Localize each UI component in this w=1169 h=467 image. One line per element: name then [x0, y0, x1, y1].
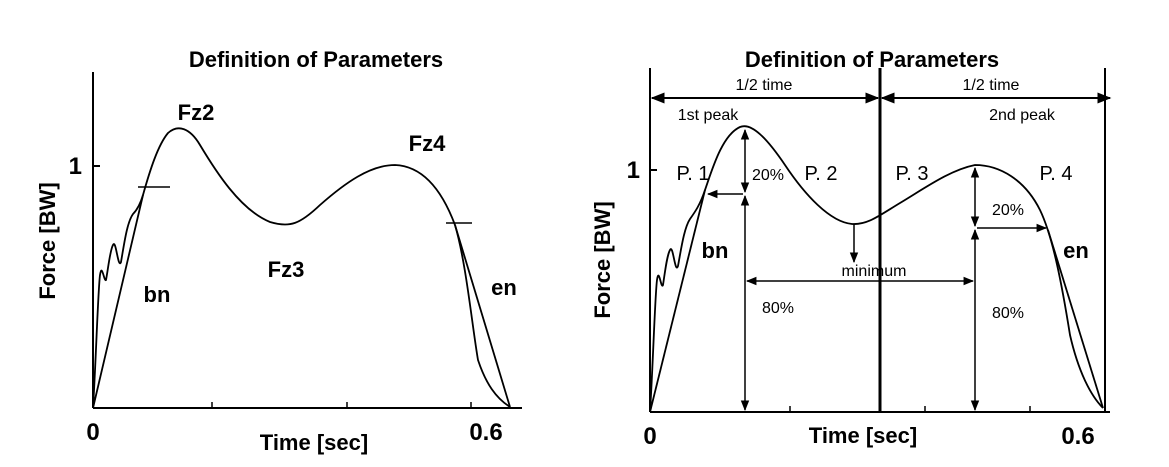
- left-title: Definition of Parameters: [189, 47, 443, 72]
- right-phase-label-3: P. 3: [896, 163, 929, 185]
- right-x-tick-label-06: 0.6: [1061, 423, 1094, 450]
- right-half-time-label-left: 1/2 time: [736, 77, 793, 94]
- left-ramp-line: [92, 194, 144, 409]
- right-label-bn: bn: [702, 238, 729, 263]
- left-x-tick-label-0: 0: [86, 419, 99, 446]
- right-80pct-label-right: 80%: [992, 305, 1024, 322]
- left-label-en: en: [491, 275, 517, 300]
- left-label-fz3: Fz3: [268, 257, 305, 282]
- right-80pct-label-left: 80%: [762, 300, 794, 317]
- right-y-tick-label-1: 1: [627, 157, 640, 184]
- left-label-fz2: Fz2: [178, 100, 215, 125]
- left-x-tick-label-06: 0.6: [469, 419, 502, 446]
- right-phase-label-4: P. 4: [1040, 163, 1073, 185]
- right-ramp-line: [649, 189, 706, 413]
- left-force-curve: [92, 127, 511, 409]
- left-label-fz4: Fz4: [409, 131, 446, 156]
- right-x-axis-label: Time [sec]: [809, 423, 917, 448]
- right-20pct-label-left: 20%: [752, 167, 784, 184]
- left-panel: Definition of Parameters 1 0 0.6 Time [s…: [35, 47, 522, 455]
- left-ramp-line-end: [454, 224, 511, 408]
- right-panel: Definition of Parameters 1 0 0.6 Time [s…: [590, 47, 1112, 450]
- left-x-axis-label: Time [sec]: [260, 430, 368, 455]
- right-force-curve: [649, 125, 1104, 413]
- left-y-tick-label-1: 1: [69, 153, 82, 180]
- right-20pct-label-right: 20%: [992, 202, 1024, 219]
- right-half-time-label-right: 1/2 time: [963, 77, 1020, 94]
- left-y-axis-label: Force [BW]: [35, 182, 60, 299]
- right-ramp-line-end: [1047, 229, 1104, 409]
- right-x-tick-label-0: 0: [643, 423, 656, 450]
- right-title: Definition of Parameters: [745, 47, 999, 72]
- right-minimum-label: minimum: [842, 263, 907, 280]
- right-first-peak-label: 1st peak: [678, 107, 739, 124]
- right-y-axis-label: Force [BW]: [590, 201, 615, 318]
- right-second-peak-label: 2nd peak: [989, 107, 1056, 124]
- left-label-bn: bn: [144, 282, 171, 307]
- right-phase-label-2: P. 2: [805, 163, 838, 185]
- right-label-en: en: [1063, 238, 1089, 263]
- right-phase-label-1: P. 1: [677, 163, 710, 185]
